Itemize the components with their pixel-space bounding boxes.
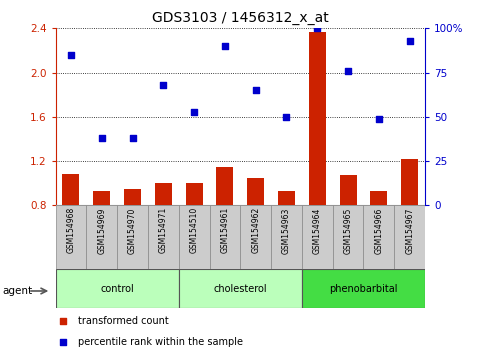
Text: agent: agent — [2, 286, 32, 296]
Bar — [340, 176, 356, 205]
Bar — [394, 205, 425, 269]
Title: GDS3103 / 1456312_x_at: GDS3103 / 1456312_x_at — [152, 11, 328, 24]
Text: GSM154964: GSM154964 — [313, 207, 322, 253]
Bar — [271, 205, 302, 269]
Bar — [117, 205, 148, 269]
Text: GSM154962: GSM154962 — [251, 207, 260, 253]
Bar — [309, 32, 326, 205]
Point — [252, 87, 259, 93]
Point — [406, 38, 413, 44]
Bar — [179, 269, 302, 308]
Bar — [240, 205, 271, 269]
Text: phenobarbital: phenobarbital — [329, 284, 398, 293]
Bar — [216, 167, 233, 205]
Bar — [302, 205, 333, 269]
Text: GSM154966: GSM154966 — [374, 207, 384, 253]
Text: GSM154961: GSM154961 — [220, 207, 229, 253]
Bar — [401, 159, 418, 205]
Bar — [93, 191, 110, 205]
Point — [344, 68, 352, 74]
Point — [98, 135, 106, 141]
Text: GSM154968: GSM154968 — [67, 207, 75, 253]
Text: GSM154969: GSM154969 — [97, 207, 106, 253]
Text: percentile rank within the sample: percentile rank within the sample — [78, 337, 243, 348]
Bar — [247, 178, 264, 205]
Bar — [364, 205, 394, 269]
Point — [59, 318, 67, 324]
Bar — [370, 191, 387, 205]
Text: GSM154967: GSM154967 — [405, 207, 414, 253]
Point — [375, 116, 383, 121]
Bar — [56, 205, 86, 269]
Text: GSM154510: GSM154510 — [190, 207, 199, 253]
Text: transformed count: transformed count — [78, 316, 169, 326]
Point — [128, 135, 136, 141]
Text: GSM154971: GSM154971 — [159, 207, 168, 253]
Bar — [124, 189, 141, 205]
Text: control: control — [100, 284, 134, 293]
Bar — [333, 205, 364, 269]
Bar — [62, 175, 79, 205]
Bar — [185, 183, 202, 205]
Point — [159, 82, 167, 88]
Point — [67, 52, 75, 58]
Point — [283, 114, 290, 120]
Bar — [278, 191, 295, 205]
Text: cholesterol: cholesterol — [213, 284, 267, 293]
Bar — [302, 269, 425, 308]
Bar — [179, 205, 210, 269]
Bar — [155, 183, 172, 205]
Point — [221, 43, 229, 49]
Text: GSM154963: GSM154963 — [282, 207, 291, 253]
Bar — [210, 205, 240, 269]
Text: GSM154965: GSM154965 — [343, 207, 353, 253]
Point — [313, 25, 321, 31]
Bar — [148, 205, 179, 269]
Bar — [86, 205, 117, 269]
Point — [59, 340, 67, 346]
Bar — [56, 269, 179, 308]
Text: GSM154970: GSM154970 — [128, 207, 137, 253]
Point — [190, 109, 198, 114]
